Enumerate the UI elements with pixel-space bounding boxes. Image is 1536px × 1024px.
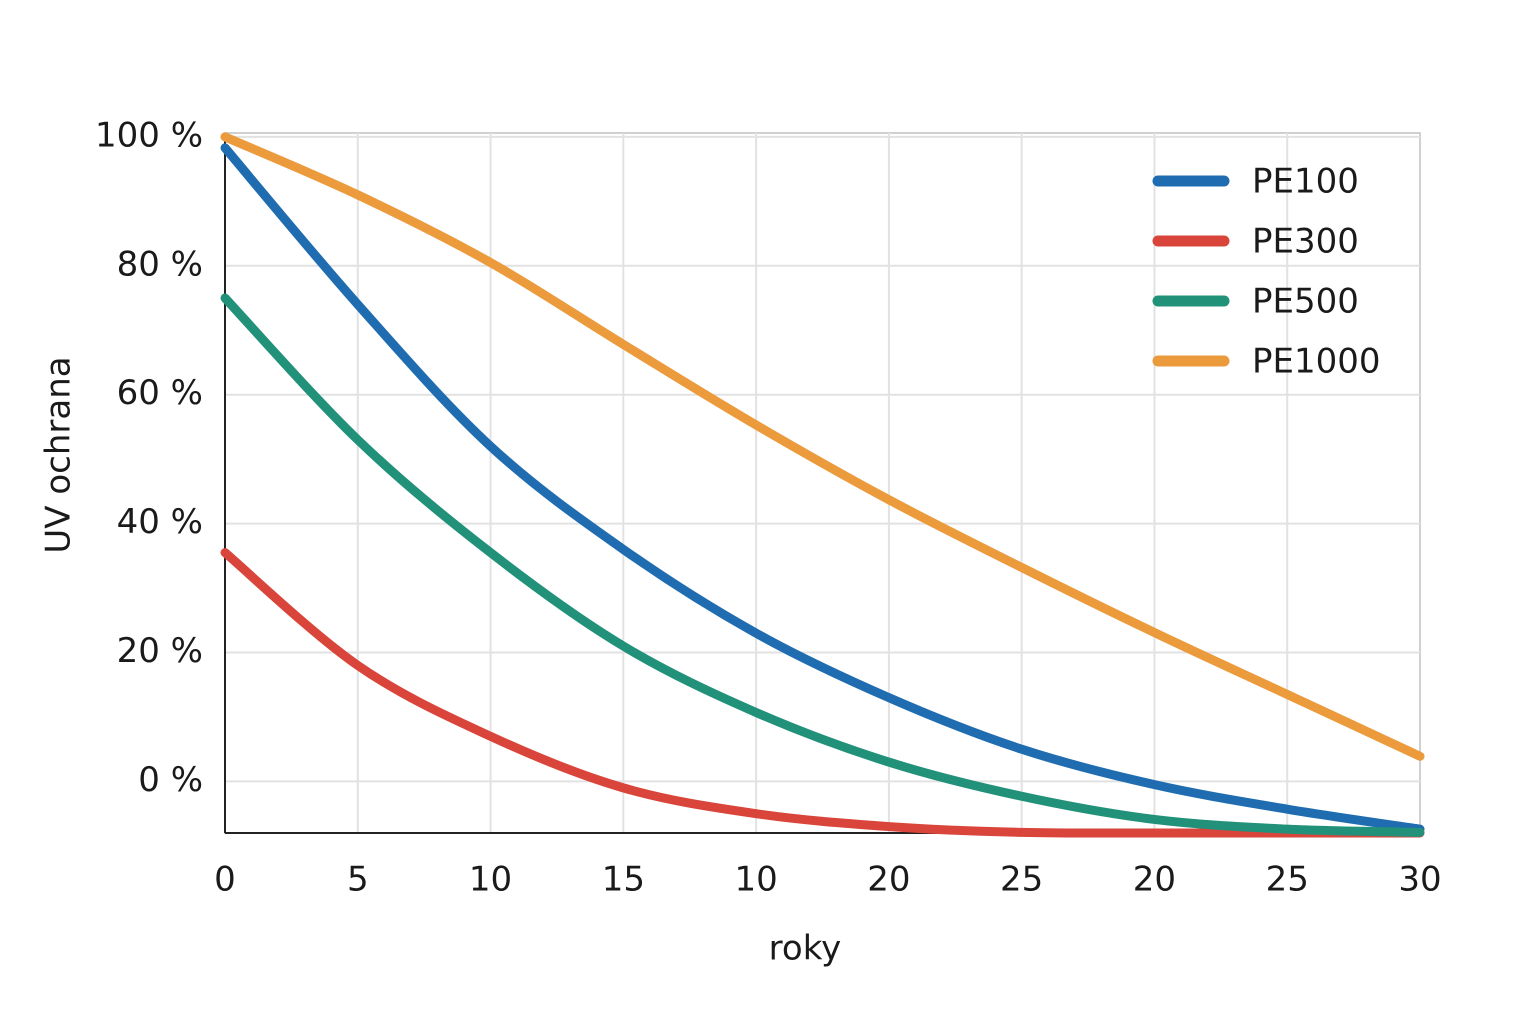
- x-tick-label: 30: [1398, 860, 1441, 900]
- x-tick-label: 25: [1266, 860, 1309, 900]
- x-tick-label: 10: [734, 860, 777, 900]
- legend-label: PE100: [1252, 162, 1359, 202]
- series-line: [220, 132, 1425, 761]
- y-tick-label: 0 %: [138, 760, 203, 800]
- legend-label: PE300: [1252, 222, 1359, 262]
- x-tick-label: 20: [867, 860, 910, 900]
- x-tick-label: 10: [469, 860, 512, 900]
- y-tick-label: 100 %: [95, 115, 203, 155]
- x-axis-label: roky: [769, 929, 842, 969]
- x-tick-label: 15: [602, 860, 645, 900]
- x-tick-label: 25: [1000, 860, 1043, 900]
- y-tick-label: 60 %: [117, 373, 203, 413]
- series-line: [220, 548, 1425, 838]
- y-tick-label: 40 %: [117, 502, 203, 542]
- x-tick-label: 0: [214, 860, 236, 900]
- y-tick-label: 20 %: [117, 631, 203, 671]
- series-line: [220, 293, 1425, 837]
- legend-label: PE1000: [1252, 342, 1381, 382]
- y-tick-label: 80 %: [117, 244, 203, 284]
- series-line: [220, 143, 1425, 834]
- y-axis-label: UV ochrana: [39, 356, 79, 553]
- x-tick-label: 5: [347, 860, 369, 900]
- x-tick-label: 20: [1133, 860, 1176, 900]
- legend-label: PE500: [1252, 282, 1359, 322]
